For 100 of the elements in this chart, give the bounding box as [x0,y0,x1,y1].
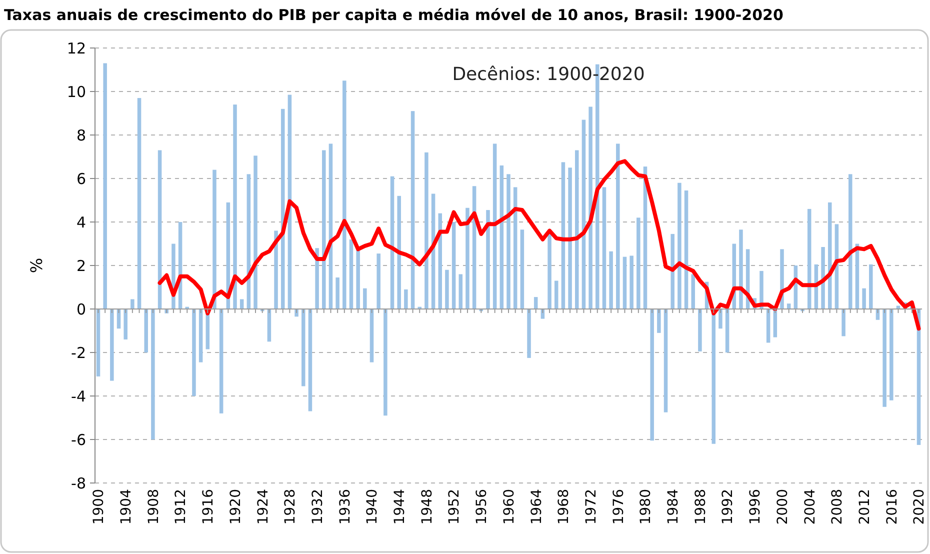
bar [568,168,572,309]
x-tick-label: 2000 [774,489,791,525]
x-tick-label: 1996 [748,488,764,525]
bar [219,309,224,414]
bar [664,309,668,412]
bar [862,288,866,309]
bar [739,230,743,309]
bar [602,187,606,309]
bar [650,309,654,441]
x-tick-label: 1912 [173,489,190,525]
bar [192,309,196,396]
bar [466,208,470,309]
bar [144,309,148,352]
bar [636,218,640,309]
bar [869,264,873,309]
x-tick-label: 1916 [200,488,217,525]
bar [718,309,722,329]
x-tick-label: 1900 [91,489,108,525]
x-tick-label: 1984 [666,488,682,525]
x-tick-label: 2008 [830,489,846,525]
bar [698,309,702,352]
y-tick-label: -8 [71,474,86,492]
y-tick-label: -6 [71,430,86,449]
bar [609,251,613,309]
x-tick-label: 1972 [583,489,600,525]
bar [137,98,142,309]
x-tick-label: 2016 [884,488,900,525]
bar [588,106,592,309]
bar [110,309,114,381]
bar [315,248,319,309]
x-tick-label: 1904 [118,488,134,525]
y-tick-label: 2 [76,256,86,275]
bar [404,289,408,309]
bar [198,309,203,362]
bar [240,299,244,309]
x-tick-label: 1964 [528,488,545,525]
bar [616,144,620,309]
line-series [158,159,921,331]
bar [506,174,510,309]
x-tick-label: 1968 [556,489,572,525]
y-tick-label: 4 [76,213,86,232]
bar [349,239,354,309]
bar [821,247,825,309]
bar [670,234,674,309]
chart-title: Taxas anuais de crescimento do PIB per capita e média móvel de 10 anos, Brasil: 1900-2020 [4,6,784,24]
bar [438,213,442,309]
bar [96,309,100,376]
bar [492,144,497,309]
y-tick-label: -4 [71,387,86,406]
x-tick-label: 2004 [802,488,818,525]
bar [657,309,661,333]
bar [520,230,524,309]
x-tick-label: 1928 [282,489,299,525]
bar [691,274,695,309]
bar [410,111,415,309]
y-tick-label: 0 [76,300,86,318]
x-tick-label: 2020 [912,489,928,525]
x-tick-label: 1952 [446,489,463,525]
y-tick-label: -2 [71,344,86,362]
x-tick-label: 1948 [419,489,436,525]
x-tick-label: 1988 [692,489,709,525]
x-tick-label: 1956 [474,488,490,525]
x-tick-label: 1936 [337,488,354,525]
x-tick-label: 1940 [364,489,381,525]
bar [622,256,627,309]
x-tick-label: 1908 [146,489,162,525]
bar [124,309,128,340]
y-tick-label: 10 [66,82,86,101]
bar [882,309,886,407]
x-tick-label: 1920 [228,489,244,525]
y-axis-title: % [27,258,46,274]
bar [630,256,634,309]
bar [342,80,346,309]
bar [725,309,730,352]
bar [842,309,846,336]
y-tick-label: 12 [66,39,86,58]
x-tick-label: 2012 [856,489,873,525]
bar [363,288,367,309]
bar [848,174,852,309]
bar [151,309,155,440]
bar [103,63,107,309]
x-tick-label: 1992 [720,489,736,525]
bar [554,280,558,309]
bar [678,182,682,309]
bar [561,162,566,309]
x-tick-label: 1932 [310,489,326,525]
y-tick-label: 8 [76,126,86,144]
bar [890,309,894,400]
bar [500,165,504,309]
bar [445,270,449,309]
bar [130,299,134,309]
bar [308,309,312,412]
bar [486,210,490,309]
bar [274,230,278,309]
bar [574,150,579,309]
bar [452,222,456,309]
bar [424,152,428,309]
bar [397,196,401,309]
bar [336,277,340,309]
bar [322,150,326,309]
